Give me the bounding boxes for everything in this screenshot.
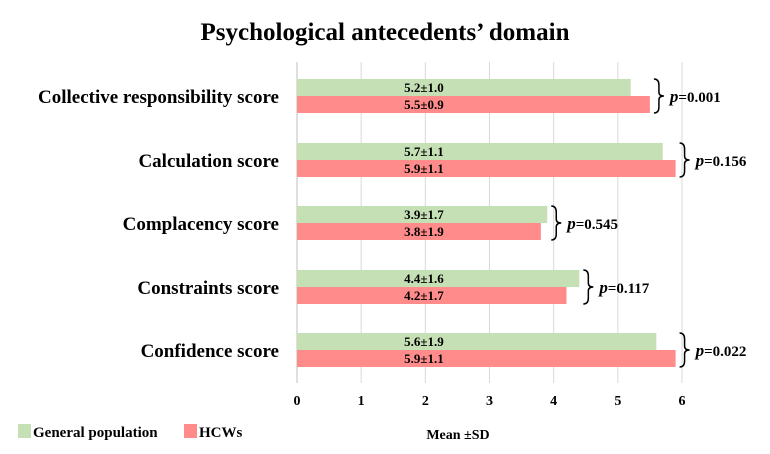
bar-hcws	[297, 287, 567, 304]
category-label: Collective responsibility score	[38, 87, 279, 108]
category-label: Constraints score	[137, 278, 279, 299]
bar-general-population	[297, 333, 657, 350]
category-label: Calculation score	[138, 151, 279, 172]
x-axis-label: Mean ±SD	[426, 428, 489, 443]
x-tick-label: 4	[550, 394, 557, 409]
bar-hcws	[297, 350, 676, 367]
x-tick-labels: 0 1 2 3 4 5 6	[294, 394, 686, 409]
p-value-brace	[653, 78, 664, 114]
data-label: 5.2±1.0	[404, 80, 444, 95]
legend-swatch-general-population	[18, 424, 31, 438]
data-label: 5.9±1.1	[404, 161, 444, 176]
p-value-annotations: p=0.001 p=0.156 p=0.545 p=0.117 p=0.022	[551, 78, 747, 368]
x-tick-label: 0	[294, 394, 301, 409]
p-value-label: p=0.545	[565, 214, 618, 233]
legend-label-general-population: General population	[33, 425, 158, 441]
bar-general-population	[297, 206, 548, 223]
data-label: 3.9±1.7	[404, 207, 444, 222]
bar-hcws	[297, 223, 541, 240]
x-tick-label: 5	[614, 394, 621, 409]
legend: General population HCWs	[18, 424, 243, 441]
data-label: 4.4±1.6	[404, 271, 444, 286]
category-labels: Collective responsibility score Calculati…	[38, 87, 279, 362]
category-label: Complacency score	[123, 214, 279, 235]
data-labels: 5.2±1.0 5.5±0.9 5.7±1.1 5.9±1.1 3.9±1.7 3.8±1…	[404, 80, 444, 366]
bars	[297, 79, 676, 367]
bar-general-population	[297, 143, 663, 160]
bar-hcws	[297, 160, 676, 177]
p-value-label: p=0.156	[694, 151, 747, 170]
legend-swatch-hcws	[184, 424, 197, 438]
p-value-label: p=0.022	[694, 341, 747, 360]
chart-title: Psychological antecedents’ domain	[201, 19, 570, 46]
x-tick-label: 1	[358, 394, 365, 409]
x-tick-label: 6	[679, 394, 686, 409]
p-value-brace	[551, 205, 562, 241]
x-tick-label: 2	[422, 394, 429, 409]
x-tick-label: 3	[486, 394, 493, 409]
p-value-label: p=0.117	[597, 278, 649, 297]
p-value-brace	[679, 332, 690, 368]
p-value-brace	[679, 142, 690, 178]
data-label: 5.5±0.9	[404, 97, 444, 112]
category-label: Confidence score	[141, 341, 279, 362]
data-label: 5.6±1.9	[404, 334, 444, 349]
data-label: 4.2±1.7	[404, 288, 444, 303]
bar-general-population	[297, 79, 631, 96]
p-value-brace	[583, 269, 594, 305]
data-label: 5.7±1.1	[404, 144, 444, 159]
p-value-label: p=0.001	[668, 87, 721, 106]
data-label: 3.8±1.9	[404, 224, 444, 239]
bar-hcws	[297, 96, 650, 113]
legend-label-hcws: HCWs	[199, 425, 243, 441]
data-label: 5.9±1.1	[404, 351, 444, 366]
bar-general-population	[297, 270, 580, 287]
